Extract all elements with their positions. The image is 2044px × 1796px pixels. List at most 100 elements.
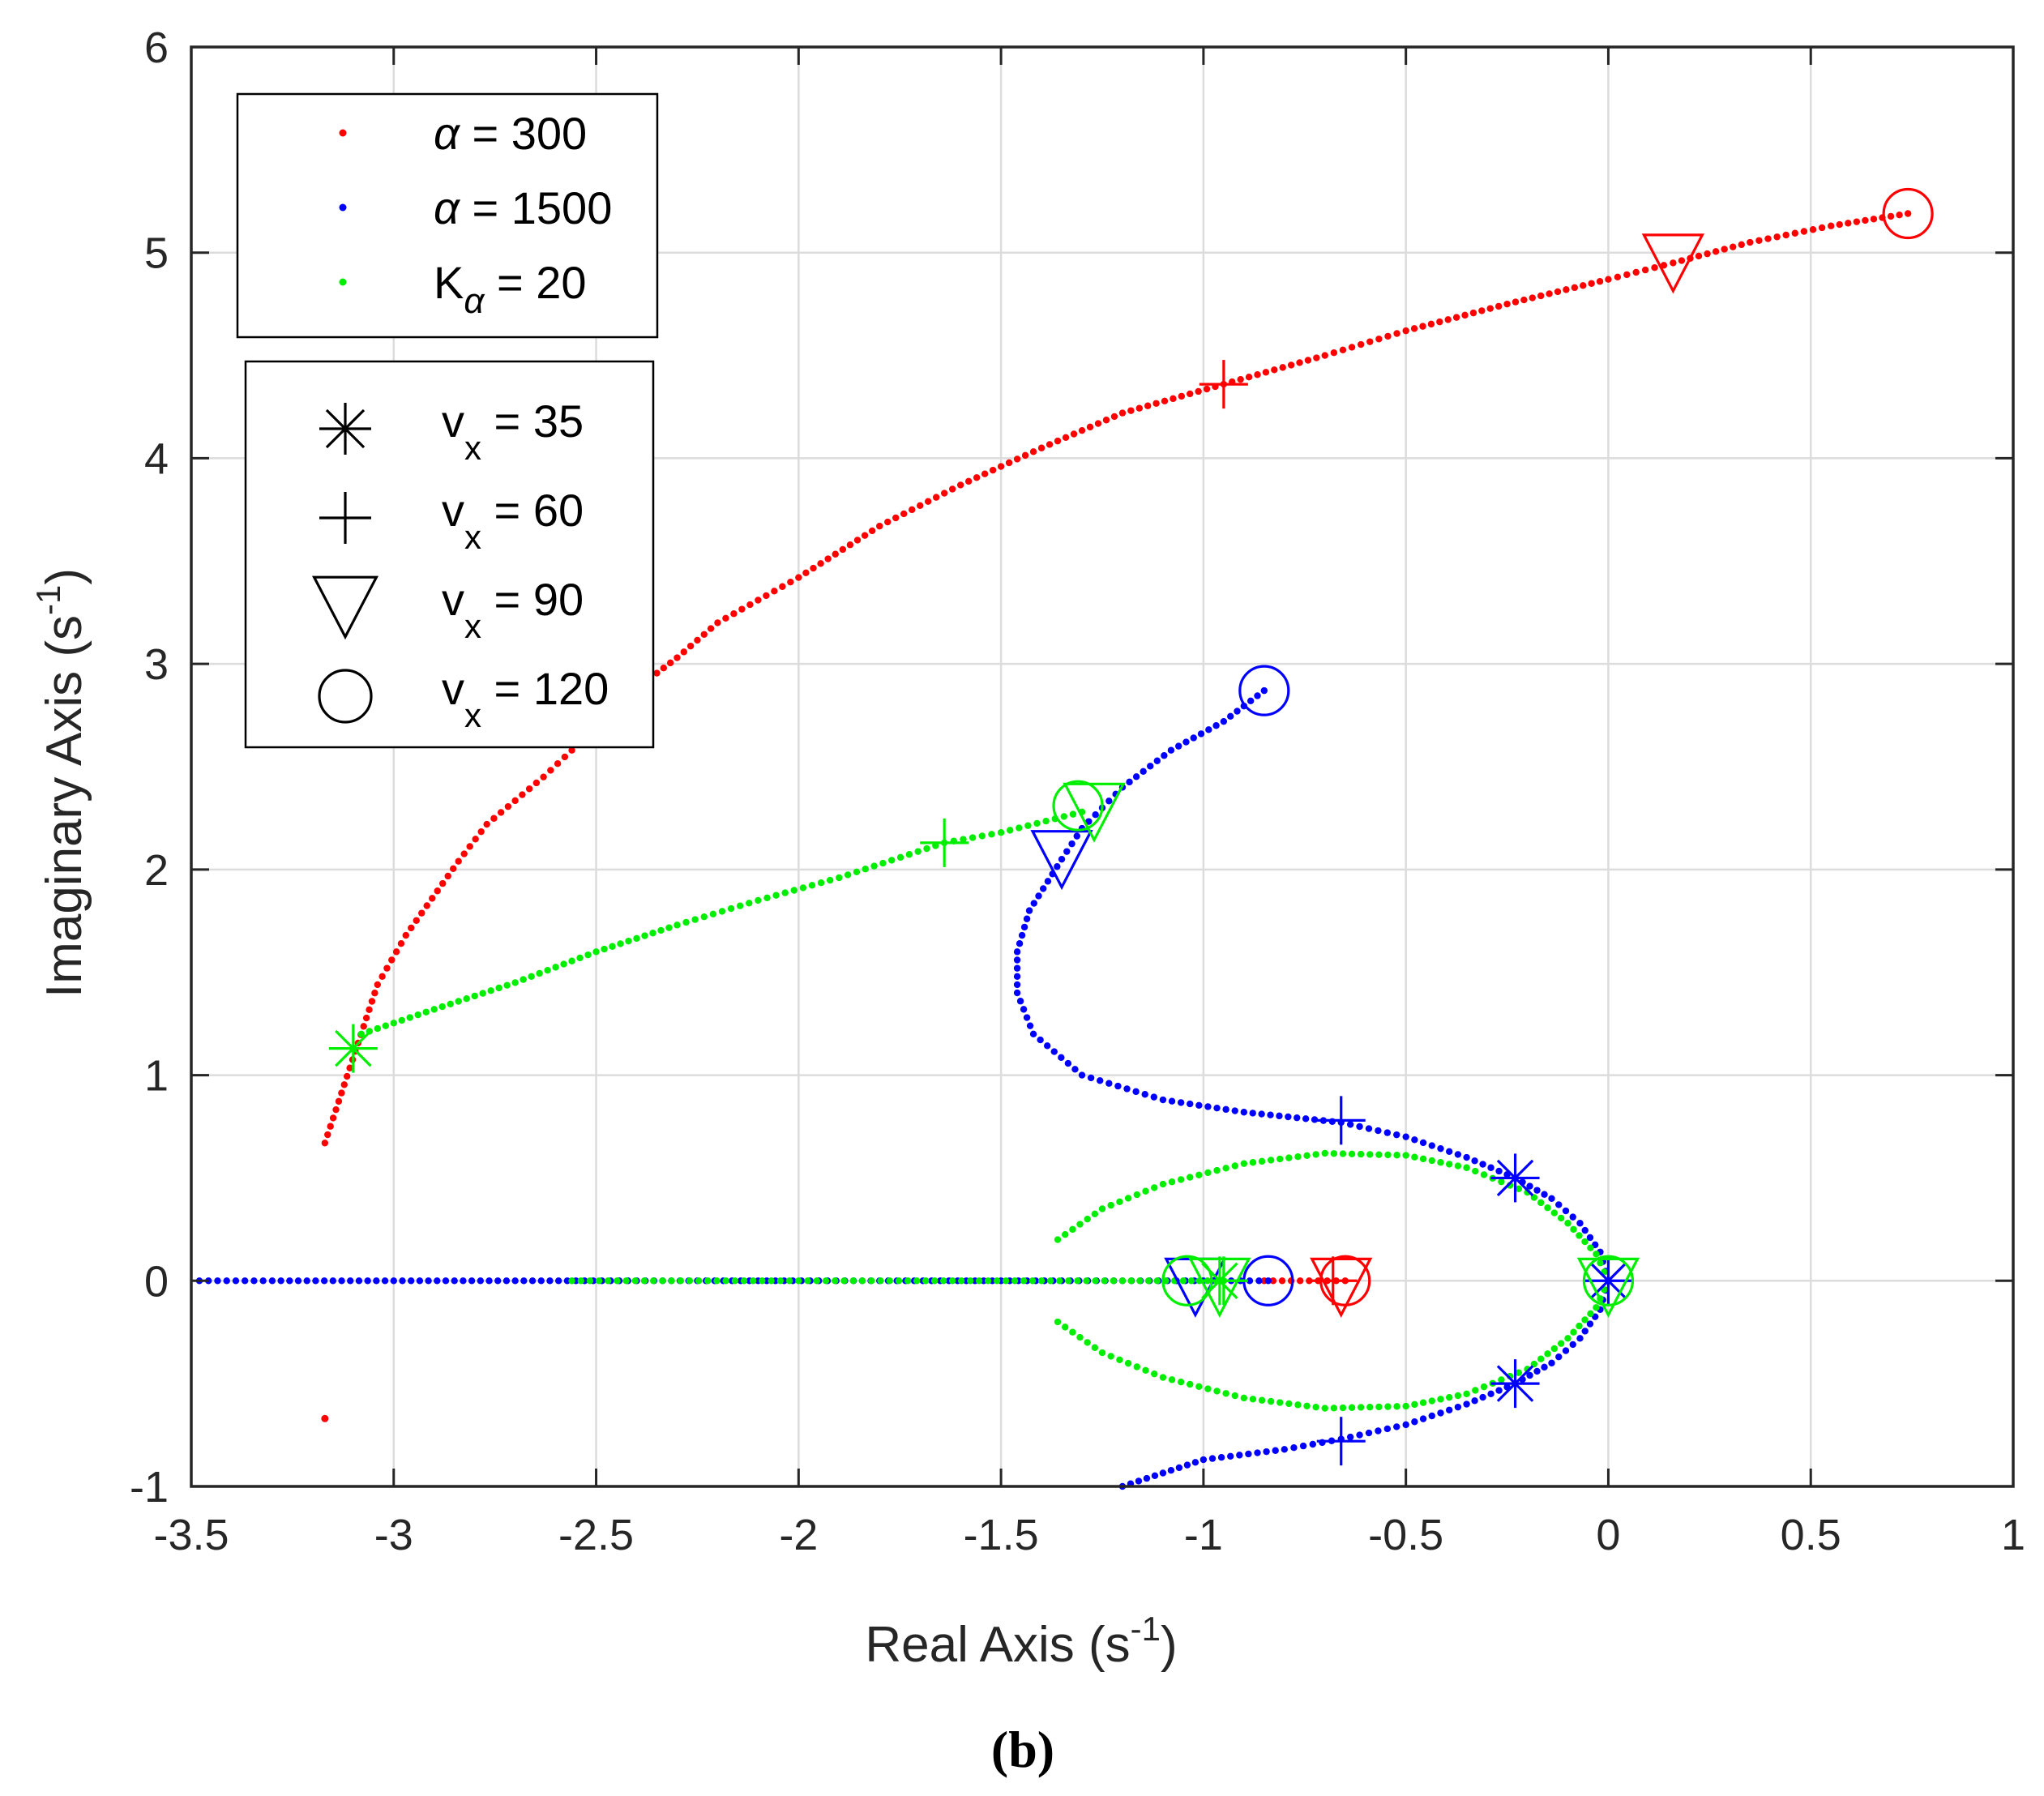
x-tick-labels: -3.5 -3 -2.5 -2 -1.5 -1 -0.5 0 0.5 1 — [153, 1511, 2025, 1559]
data-point — [1187, 1174, 1194, 1181]
data-point — [568, 1277, 575, 1285]
data-point — [413, 917, 420, 924]
data-point — [730, 610, 738, 618]
data-point — [879, 859, 887, 867]
data-point — [1294, 1114, 1301, 1122]
data-point — [1046, 1277, 1054, 1285]
data-point — [1437, 1144, 1444, 1152]
data-point — [772, 892, 780, 899]
data-point — [759, 1277, 766, 1285]
data-point — [1110, 1277, 1118, 1285]
data-point — [1581, 1226, 1589, 1234]
data-point — [1444, 316, 1452, 323]
data-point — [1303, 1152, 1311, 1160]
data-point — [1159, 1096, 1167, 1104]
data-point — [948, 485, 956, 493]
y-tick-label: 0 — [144, 1257, 169, 1306]
data-point — [286, 1277, 293, 1285]
data-point — [477, 827, 485, 836]
data-point — [704, 1277, 712, 1285]
data-point — [390, 1020, 397, 1027]
data-point — [799, 884, 807, 892]
data-point — [1537, 292, 1545, 300]
data-point — [1084, 1215, 1091, 1223]
data-point — [896, 853, 904, 862]
data-point — [1587, 1310, 1594, 1318]
data-point — [1269, 1277, 1277, 1285]
data-point — [868, 1277, 875, 1285]
data-point — [1605, 276, 1612, 283]
data-point — [988, 831, 995, 838]
data-point — [554, 1277, 562, 1285]
data-point — [1254, 371, 1261, 378]
marker-circle — [1238, 665, 1290, 716]
data-point — [1070, 430, 1078, 438]
x-tick-label: 1 — [2001, 1511, 2025, 1559]
data-point — [1091, 1210, 1099, 1218]
data-point — [1782, 231, 1790, 239]
data-point — [439, 879, 447, 887]
data-point — [1071, 1066, 1079, 1073]
marker-triangle-down — [1641, 233, 1705, 294]
data-point — [483, 820, 490, 828]
data-point — [731, 1277, 739, 1285]
data-point — [771, 588, 778, 595]
data-point — [1321, 1149, 1328, 1157]
data-point — [408, 924, 415, 932]
data-point — [519, 791, 526, 798]
data-point — [817, 560, 824, 567]
data-point — [1153, 1277, 1161, 1285]
y-tick-label: 5 — [144, 229, 169, 278]
data-point — [1845, 220, 1852, 227]
data-point — [577, 1277, 584, 1285]
data-point — [1110, 413, 1118, 421]
data-point — [746, 601, 754, 609]
data-point — [1463, 1153, 1470, 1161]
data-point — [727, 904, 735, 913]
data-point — [836, 874, 843, 882]
data-point — [592, 948, 600, 956]
data-point — [468, 1277, 476, 1285]
data-point — [849, 1277, 857, 1285]
data-point — [381, 1277, 389, 1285]
data-point — [1167, 1467, 1175, 1474]
data-point — [1755, 237, 1763, 244]
data-point — [1177, 1176, 1185, 1183]
data-point — [528, 1277, 537, 1285]
data-point — [444, 872, 451, 880]
data-point — [1576, 1232, 1583, 1239]
data-point — [781, 889, 789, 896]
data-point — [740, 1277, 748, 1285]
data-point — [1393, 1423, 1400, 1430]
data-point — [1541, 1363, 1548, 1371]
triangle-marker — [1188, 1257, 1251, 1318]
marker-plus — [920, 818, 969, 867]
data-point — [1013, 956, 1021, 964]
data-point — [388, 956, 396, 964]
data-point — [434, 887, 441, 895]
data-point — [537, 1277, 545, 1285]
data-point — [1581, 1316, 1589, 1323]
data-point — [1020, 923, 1028, 931]
data-point — [1393, 330, 1400, 337]
data-point — [1254, 692, 1261, 699]
data-point — [1102, 417, 1110, 424]
data-point — [1548, 1359, 1555, 1366]
data-point — [561, 753, 569, 761]
data-point — [1021, 451, 1029, 460]
data-point — [722, 1277, 729, 1285]
series-legend-label: α = 300 — [434, 108, 587, 159]
data-point — [939, 1277, 947, 1285]
data-point — [1330, 349, 1338, 357]
y-tick-label: 2 — [144, 846, 169, 895]
data-point — [502, 1277, 511, 1285]
data-point — [1537, 1355, 1545, 1362]
data-point — [1144, 402, 1152, 409]
data-point — [335, 1097, 343, 1105]
data-point — [1454, 1392, 1462, 1400]
data-point — [763, 592, 770, 600]
data-point — [399, 1277, 406, 1285]
data-point — [653, 669, 661, 677]
data-point — [1084, 1339, 1091, 1346]
data-point — [1375, 1427, 1382, 1435]
